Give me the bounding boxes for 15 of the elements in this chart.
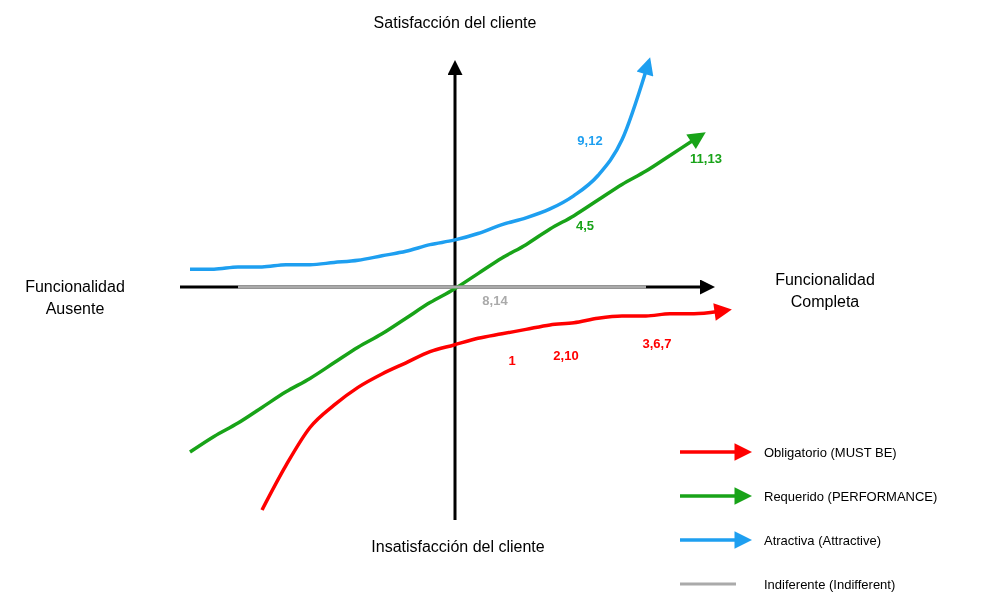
legend-label: Atractiva (Attractive) <box>764 533 882 548</box>
annotation: 2,10 <box>553 348 579 363</box>
y-axis-title: Satisfacción del cliente <box>373 14 537 31</box>
annotation: 3,6,7 <box>642 336 672 351</box>
legend-label: Indiferente (Indifferent) <box>764 577 896 592</box>
legend-label: Obligatorio (MUST BE) <box>764 445 897 460</box>
legend-label: Requerido (PERFORMANCE) <box>764 489 938 504</box>
annotation: 11,13 <box>690 151 722 166</box>
annotation: 4,5 <box>575 218 595 233</box>
annotation: 8,14 <box>482 293 509 308</box>
annotation: 1 <box>508 353 516 368</box>
text: Funcionalidad Ausente <box>25 278 125 317</box>
text: Insatisfacción del cliente <box>371 538 545 555</box>
annotation: 9,12 <box>577 133 603 148</box>
x-axis-title: Funcionalidad Completa <box>775 271 875 310</box>
